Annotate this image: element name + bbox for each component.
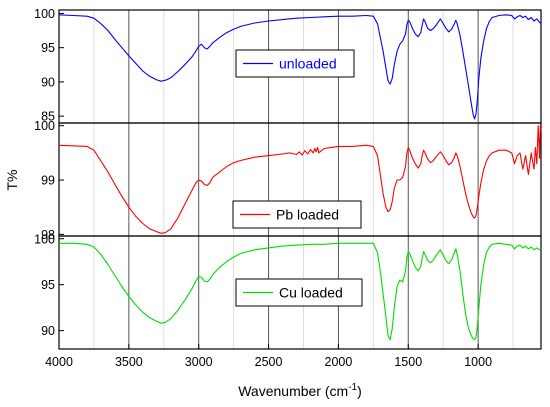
y-tick-label: 95	[41, 41, 55, 55]
x-tick-label: 2500	[255, 355, 283, 369]
series-line-pb-loaded	[58, 125, 542, 234]
y-tick-label: 99	[41, 174, 55, 188]
x-axis: 4000 3500 3000 2500 2000 1500 1000	[45, 344, 492, 369]
y-tick-label: 90	[41, 75, 55, 89]
legend-label: Pb loaded	[276, 207, 339, 223]
x-axis-title-superscript: -1	[348, 382, 357, 393]
legend-unloaded: unloaded	[235, 49, 355, 78]
x-tick-label: 4000	[45, 355, 73, 369]
x-tick-label: 2000	[325, 355, 353, 369]
x-tick-label: 3500	[115, 355, 143, 369]
y-axis-title: T%	[4, 170, 20, 191]
y-tick-label: 98	[41, 228, 55, 242]
panels: 85 90 95 100 unloaded 98 99 100 Pb loaded 90 95 100…	[34, 7, 542, 350]
legend-cu-loaded: Cu loaded	[235, 278, 363, 307]
panel-frame	[58, 235, 542, 350]
x-tick-label: 1000	[464, 355, 492, 369]
x-tick-label: 3000	[185, 355, 213, 369]
series-line-unloaded	[58, 14, 542, 120]
panel-cu-loaded: 90 95 100 Cu loaded	[34, 232, 542, 350]
y-tick-label: 95	[41, 278, 55, 292]
panel-pb-loaded: 98 99 100 Pb loaded	[34, 119, 542, 242]
x-axis-title: Wavenumber (cm-1)	[238, 382, 362, 399]
y-tick-label: 90	[41, 324, 55, 338]
panel-unloaded: 85 90 95 100 unloaded	[34, 7, 542, 124]
y-tick-label: 100	[34, 7, 55, 21]
y-tick-label: 100	[34, 119, 55, 133]
y-tick-label: 85	[41, 110, 55, 124]
y-tick-label: 100	[34, 232, 55, 246]
x-tick-label: 1500	[394, 355, 422, 369]
series-line-cu-loaded	[59, 242, 542, 341]
x-axis-title-suffix: )	[357, 383, 362, 399]
legend-pb-loaded: Pb loaded	[232, 200, 362, 229]
legend-label: unloaded	[279, 56, 337, 72]
x-axis-title-main: Wavenumber (cm	[238, 383, 348, 399]
legend-label: Cu loaded	[279, 285, 343, 301]
